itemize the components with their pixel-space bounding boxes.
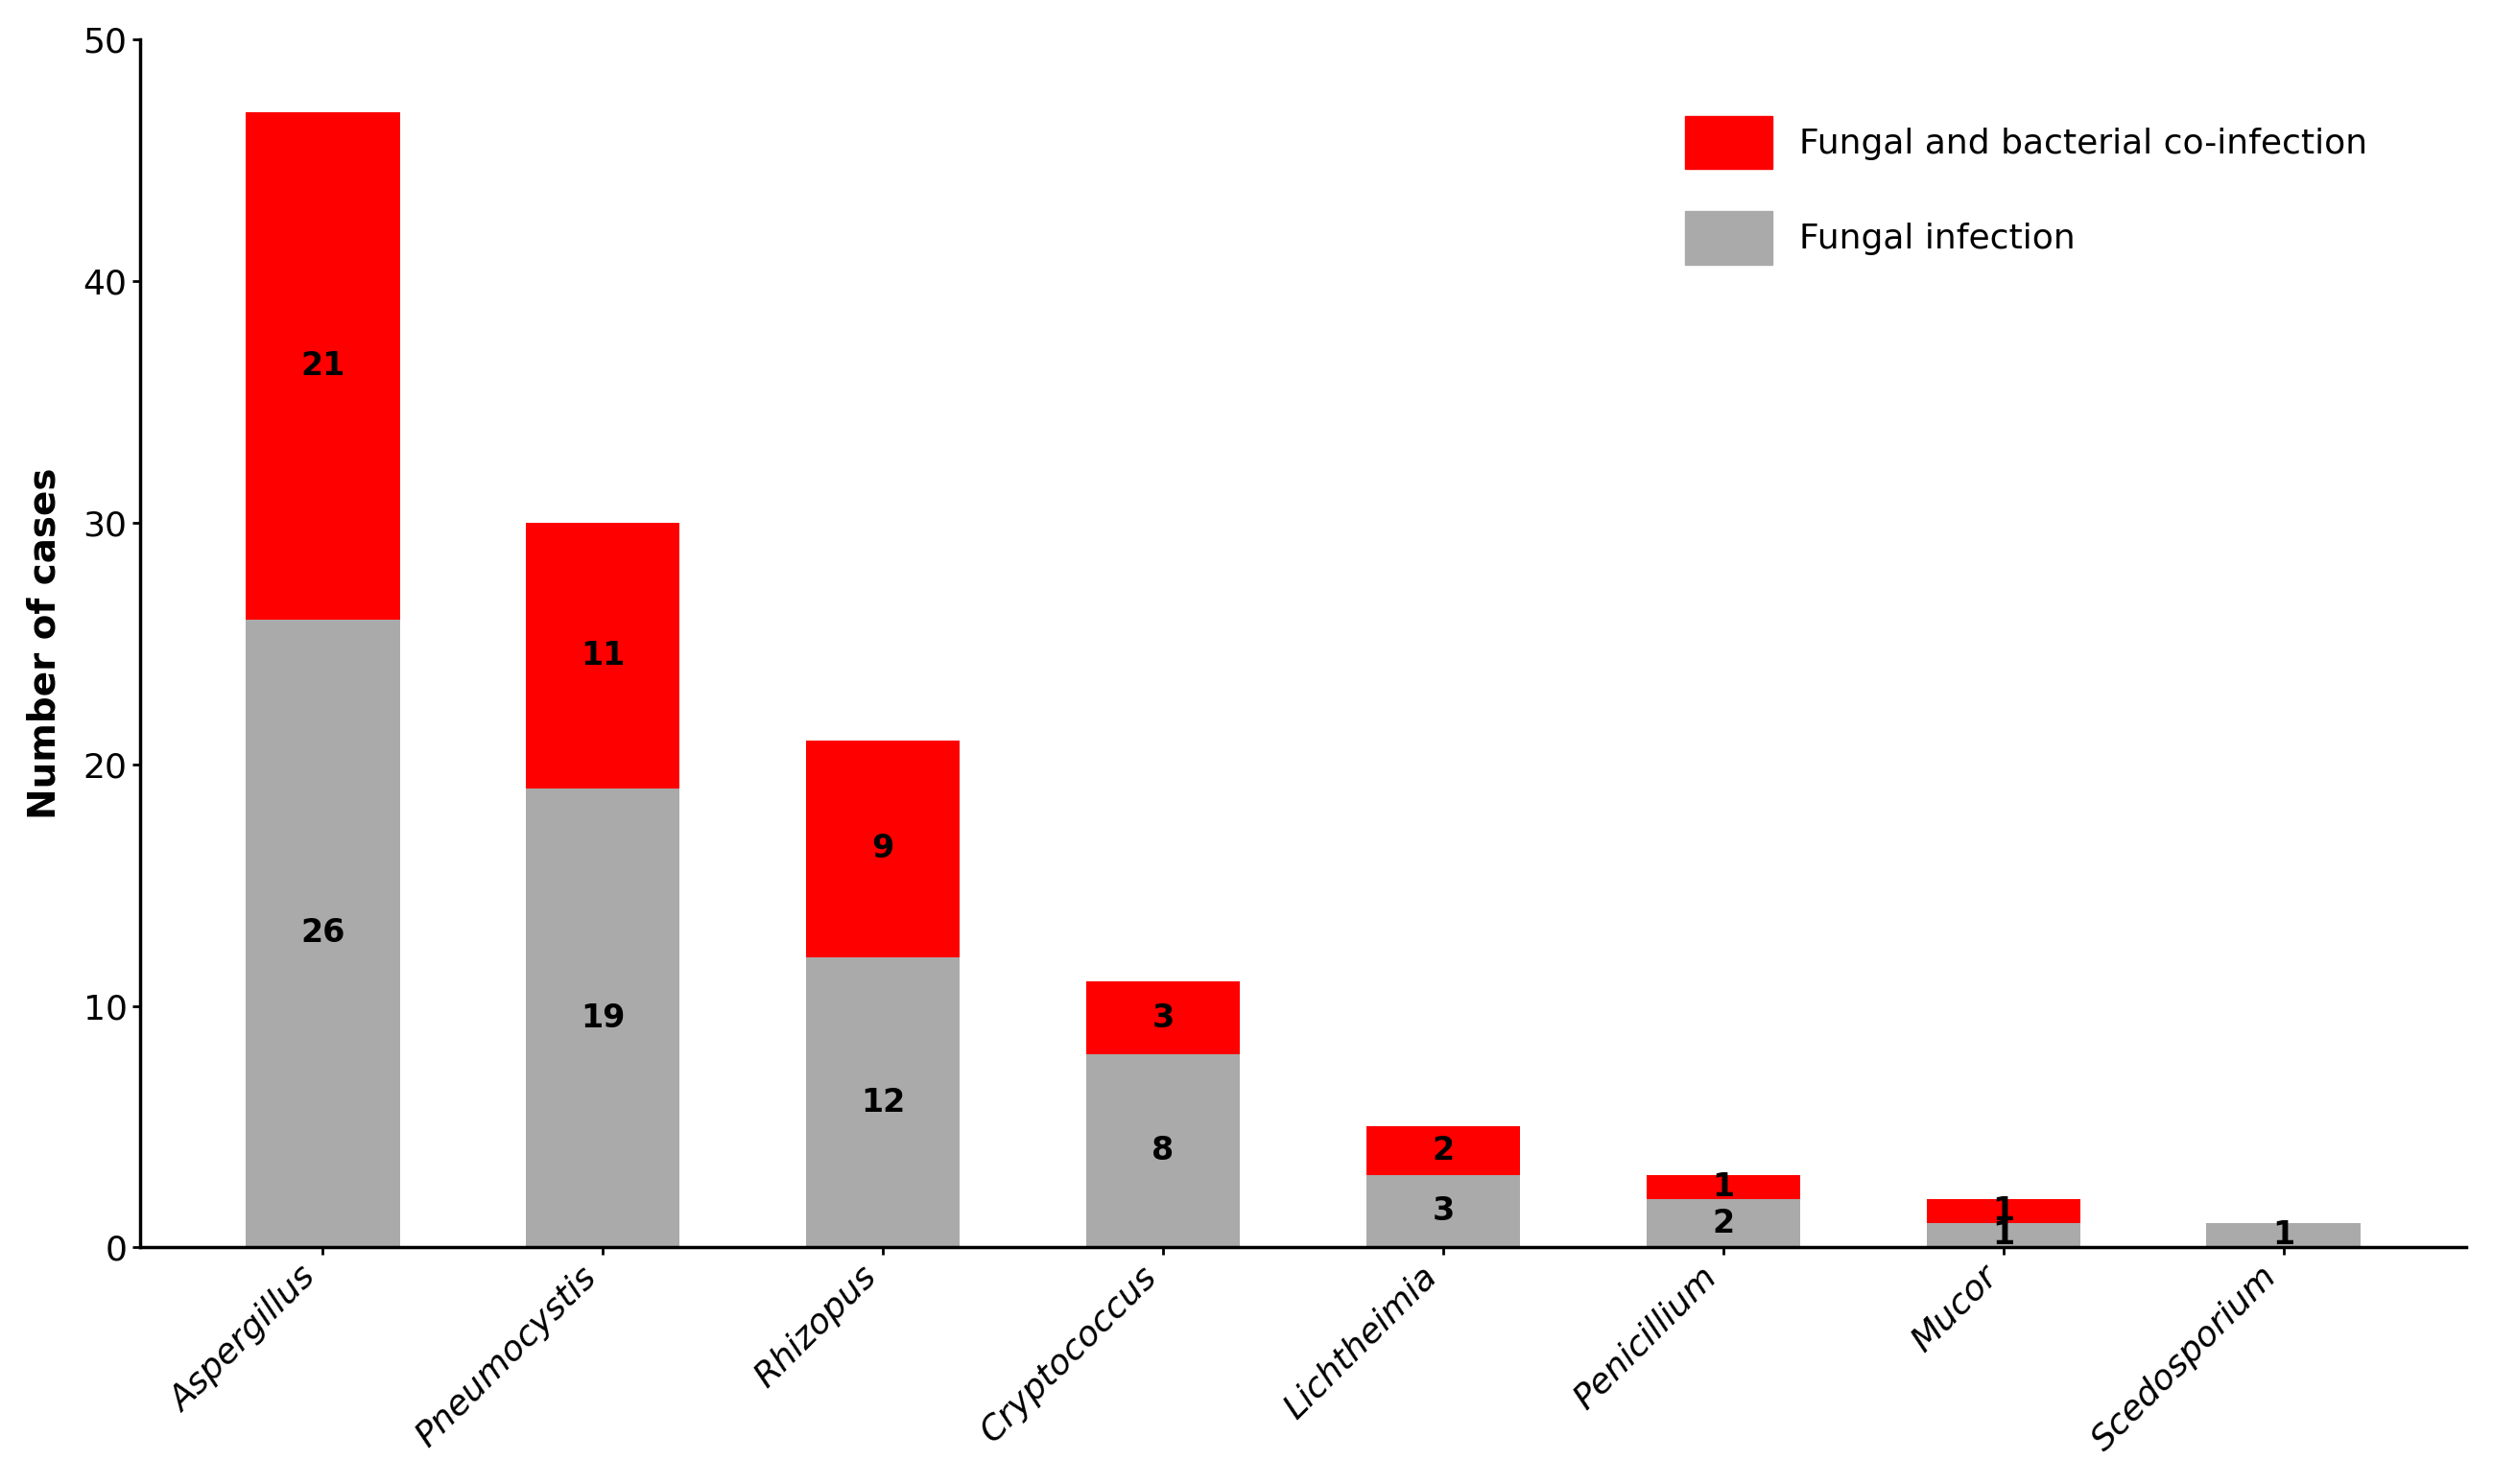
Text: 1: 1 [1992, 1195, 2014, 1227]
Bar [1366, 1175, 1521, 1248]
Bar [247, 619, 399, 1248]
Text: 3: 3 [1431, 1195, 1453, 1227]
Text: 21: 21 [302, 350, 344, 381]
Legend: Fungal and bacterial co-infection, Fungal infection: Fungal and bacterial co-infection, Funga… [1650, 82, 2403, 298]
Bar [1645, 1199, 1800, 1248]
Text: 2: 2 [1713, 1208, 1735, 1239]
Bar [247, 113, 399, 619]
Bar [1927, 1223, 2082, 1248]
Text: 1: 1 [2274, 1220, 2294, 1251]
Bar [526, 522, 681, 788]
Bar [1087, 1054, 1239, 1248]
Text: 26: 26 [302, 917, 344, 950]
Text: 3: 3 [1152, 1002, 1174, 1034]
Text: 1: 1 [1992, 1220, 2014, 1251]
Bar [1087, 982, 1239, 1054]
Bar [2206, 1223, 2361, 1248]
Text: 2: 2 [1431, 1135, 1453, 1166]
Bar [805, 741, 960, 957]
Bar [805, 957, 960, 1248]
Bar [1366, 1126, 1521, 1175]
Text: 11: 11 [581, 640, 626, 671]
Text: 19: 19 [581, 1002, 626, 1034]
Y-axis label: Number of cases: Number of cases [27, 467, 62, 819]
Bar [1927, 1199, 2082, 1223]
Bar [1645, 1175, 1800, 1199]
Text: 1: 1 [1713, 1171, 1735, 1204]
Bar [526, 788, 681, 1248]
Text: 12: 12 [860, 1086, 905, 1119]
Text: 8: 8 [1152, 1135, 1174, 1166]
Text: 9: 9 [873, 833, 895, 865]
